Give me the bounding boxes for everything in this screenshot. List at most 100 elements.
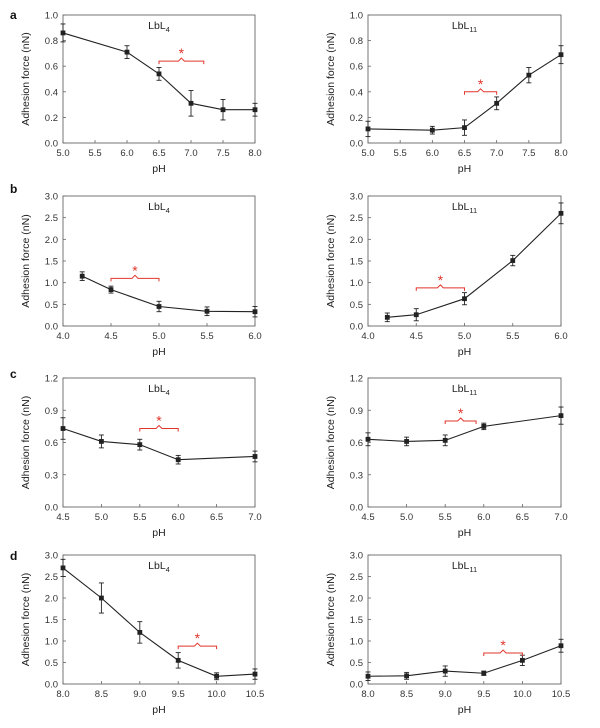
y-tick-label: 0.0 bbox=[350, 322, 363, 333]
x-tick-label: 8.0 bbox=[554, 148, 567, 159]
y-tick-label: 0.0 bbox=[45, 680, 58, 691]
series-label-base: LbL bbox=[148, 20, 166, 32]
x-tick-label: 7.0 bbox=[554, 512, 567, 523]
data-point bbox=[462, 125, 467, 131]
panel-letter: c bbox=[10, 367, 17, 381]
series-label-sub: 11 bbox=[469, 565, 477, 574]
x-tick-label: 4.5 bbox=[56, 512, 69, 523]
data-point bbox=[429, 127, 435, 133]
y-tick-label: 3.0 bbox=[350, 192, 363, 203]
y-tick-label: 0.0 bbox=[45, 322, 58, 333]
x-tick-label: 9.0 bbox=[439, 689, 452, 700]
x-axis-title: pH bbox=[458, 163, 471, 175]
y-tick-label: 1.0 bbox=[350, 11, 363, 22]
data-point bbox=[156, 304, 162, 309]
y-tick-label: 0.5 bbox=[45, 300, 58, 311]
series-label-sub: 4 bbox=[166, 388, 170, 397]
data-point bbox=[252, 454, 258, 459]
x-tick-label: 8.5 bbox=[400, 689, 413, 700]
x-tick-label: 7.5 bbox=[216, 148, 229, 159]
panel-0: 5.0 5.5 6.0 6.5 7.0 7.5 8.0 0.0 0.2 0.4 0.6 0.8 1.0 p… bbox=[10, 8, 262, 175]
data-point bbox=[494, 100, 500, 106]
y-axis-title: Adhesion force (nN) bbox=[325, 396, 337, 489]
data-point bbox=[365, 436, 371, 442]
series-label-sub: 11 bbox=[469, 25, 477, 34]
series-label: LbL11 bbox=[452, 201, 477, 215]
series-label-base: LbL bbox=[148, 560, 166, 572]
panel-4: 4.5 5.0 5.5 6.0 6.5 7.0 0.0 0.3 0.6 0.9 1.2 pH Adhes… bbox=[10, 367, 262, 539]
data-point bbox=[558, 643, 564, 649]
plot-frame bbox=[367, 554, 562, 685]
data-point bbox=[252, 309, 258, 315]
panel-2: 4.0 4.5 5.0 5.5 6.0 0.0 0.5 1.0 1.5 2.0 2.5 3.0 pH Ad… bbox=[10, 182, 262, 358]
x-tick-label: 10.0 bbox=[513, 689, 532, 700]
significance-bracket bbox=[444, 417, 477, 424]
x-tick-label: 7.0 bbox=[490, 148, 503, 159]
x-tick-label: 5.5 bbox=[88, 148, 101, 159]
y-tick-label: 1.0 bbox=[45, 637, 58, 648]
series-line bbox=[367, 54, 562, 131]
data-point bbox=[558, 52, 564, 58]
y-tick-label: 1.0 bbox=[45, 278, 58, 289]
data-point bbox=[526, 72, 532, 78]
series-label: LbL11 bbox=[452, 383, 477, 397]
y-tick-label: 2.0 bbox=[45, 235, 58, 246]
data-point bbox=[156, 71, 162, 77]
data-point bbox=[510, 258, 516, 263]
y-tick-label: 0.2 bbox=[45, 113, 58, 124]
x-tick-label: 9.5 bbox=[477, 689, 490, 700]
y-tick-label: 1.5 bbox=[350, 615, 363, 626]
x-tick-label: 5.0 bbox=[56, 148, 69, 159]
y-tick-label: 0.0 bbox=[350, 680, 363, 691]
y-tick-label: 0.0 bbox=[350, 503, 363, 514]
x-axis-title: pH bbox=[458, 704, 471, 716]
x-tick-label: 5.5 bbox=[506, 331, 519, 342]
y-tick-label: 1.2 bbox=[350, 374, 363, 385]
series-line bbox=[62, 567, 256, 677]
x-tick-label: 5.0 bbox=[361, 148, 374, 159]
data-point bbox=[520, 657, 525, 663]
data-point bbox=[175, 657, 181, 663]
x-tick-label: 6.5 bbox=[210, 512, 223, 523]
x-tick-label: 9.5 bbox=[172, 689, 185, 700]
y-tick-label: 1.0 bbox=[45, 11, 58, 22]
data-point bbox=[404, 439, 409, 444]
y-tick-label: 3.0 bbox=[45, 192, 58, 203]
panel-5: 4.5 5.0 5.5 6.0 6.5 7.0 0.0 0.3 0.6 0.9 1.2 pH Adhes… bbox=[325, 374, 568, 540]
x-tick-label: 6.5 bbox=[458, 148, 471, 159]
y-tick-label: 2.0 bbox=[350, 594, 363, 605]
series-label-sub: 4 bbox=[166, 25, 170, 34]
series-label-base: LbL bbox=[452, 201, 470, 213]
series-line bbox=[62, 428, 256, 461]
x-axis-title: pH bbox=[458, 346, 471, 358]
x-axis-title: pH bbox=[152, 163, 165, 175]
x-tick-label: 5.5 bbox=[394, 148, 407, 159]
series-line bbox=[367, 415, 562, 442]
y-axis-title: Adhesion force (nN) bbox=[20, 396, 32, 489]
series-label-sub: 4 bbox=[166, 206, 170, 215]
y-tick-label: 1.0 bbox=[350, 278, 363, 289]
y-tick-label: 0.5 bbox=[350, 658, 363, 669]
data-point bbox=[137, 630, 143, 635]
data-point bbox=[108, 287, 114, 292]
significance-star: * bbox=[132, 262, 138, 278]
x-tick-label: 5.0 bbox=[95, 512, 108, 523]
significance-star: * bbox=[195, 630, 201, 646]
y-tick-label: 1.2 bbox=[45, 374, 58, 385]
panel-6: 8.0 8.5 9.0 9.5 10.0 10.5 0.0 0.5 1.0 1.5 2.0 2.5 3.… bbox=[10, 549, 264, 716]
series-label: LbL4 bbox=[148, 383, 170, 397]
y-tick-label: 0.0 bbox=[45, 139, 58, 150]
plot-frame bbox=[367, 377, 562, 508]
y-tick-label: 0.6 bbox=[45, 438, 58, 449]
y-tick-label: 2.5 bbox=[350, 213, 363, 224]
significance-star: * bbox=[438, 272, 444, 288]
x-tick-label: 4.5 bbox=[410, 331, 423, 342]
data-point bbox=[124, 49, 130, 55]
series-label-base: LbL bbox=[148, 383, 166, 395]
y-tick-label: 0.4 bbox=[350, 87, 363, 98]
series-label: LbL11 bbox=[452, 560, 477, 574]
series-label-base: LbL bbox=[148, 201, 166, 213]
y-tick-label: 1.5 bbox=[350, 257, 363, 268]
series-label: LbL4 bbox=[148, 20, 170, 34]
data-point bbox=[60, 565, 66, 571]
